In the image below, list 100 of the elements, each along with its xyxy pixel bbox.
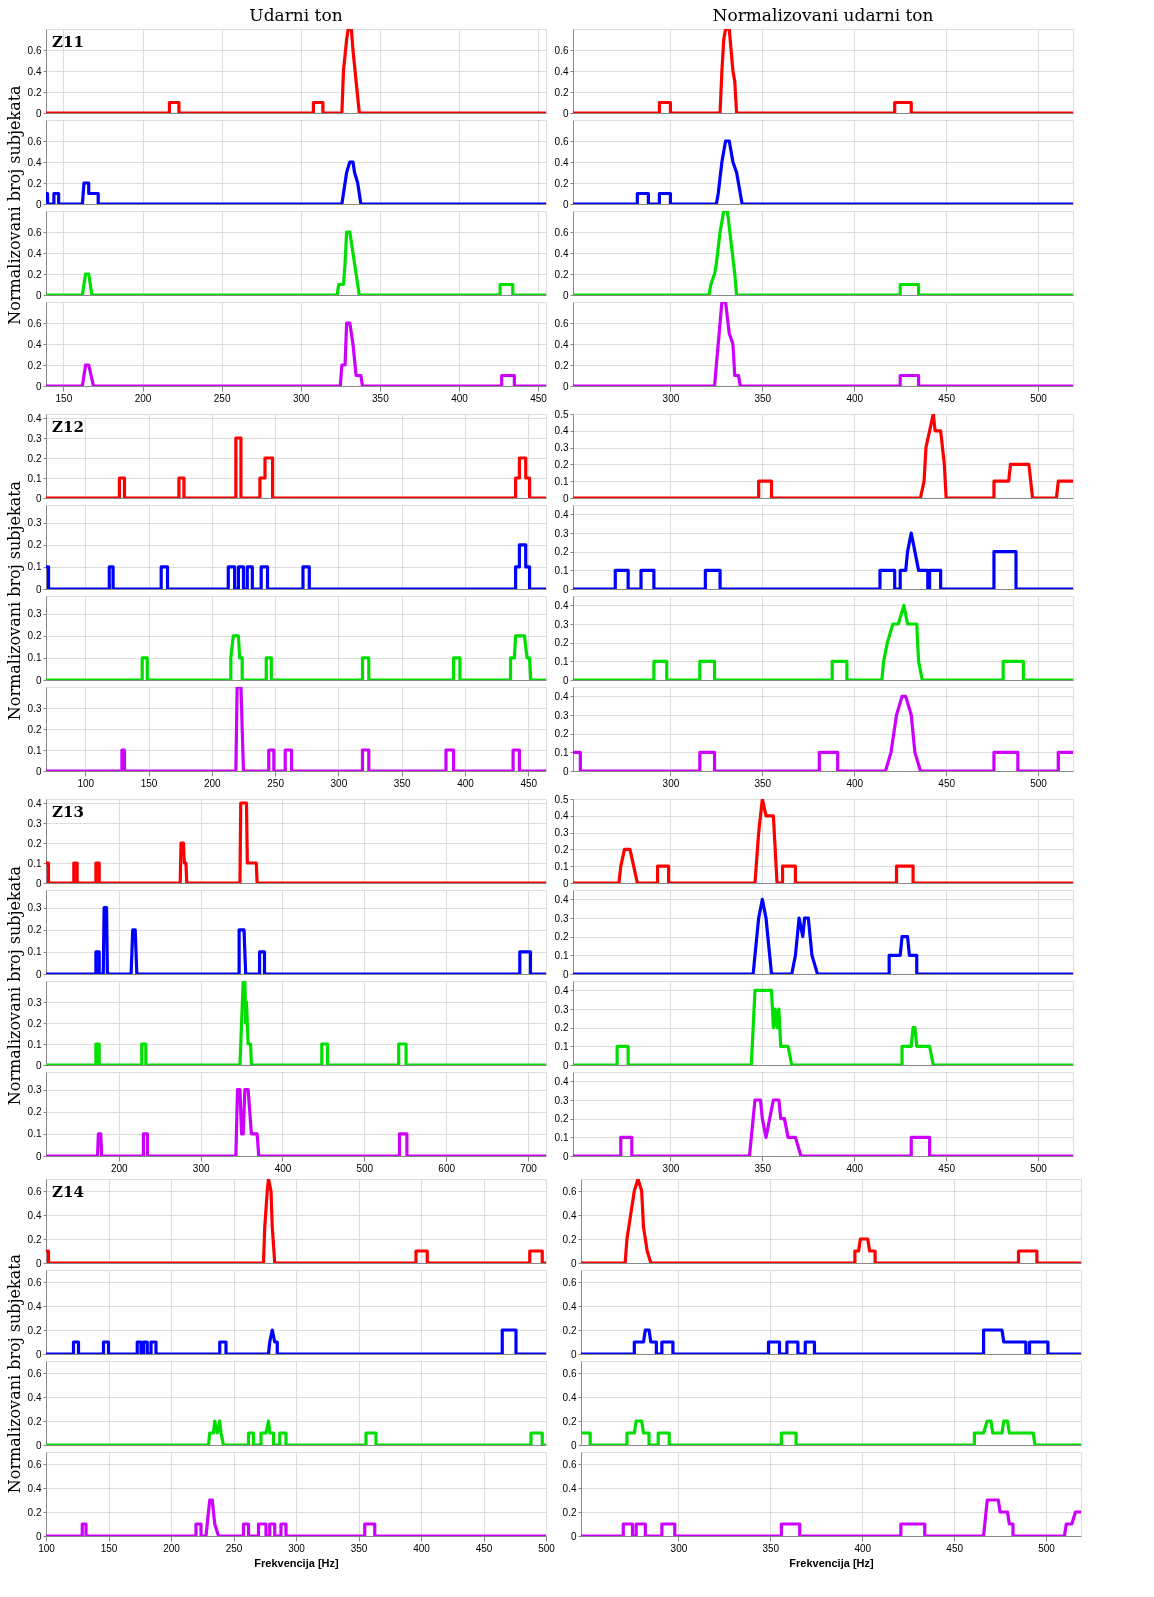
line-series xyxy=(46,29,546,113)
x-tick-label: 150 xyxy=(55,392,73,404)
y-tick-label: 0.3 xyxy=(554,442,569,454)
x-tick-label: 400 xyxy=(846,1162,864,1174)
x-tick-label: 350 xyxy=(754,1162,772,1174)
y-tick-label: 0.3 xyxy=(554,912,569,924)
y-tick-label: 0.4 xyxy=(27,338,42,350)
x-tick-label: 250 xyxy=(213,392,231,404)
y-tick-label: 0.2 xyxy=(554,86,569,98)
y-tick-label: 0 xyxy=(562,765,569,777)
x-tick-label: 350 xyxy=(754,392,772,404)
x-tick-label: 200 xyxy=(110,1162,129,1174)
y-tick-label: 0 xyxy=(35,107,42,119)
x-tick-label: 150 xyxy=(140,777,158,789)
x-axis-title: Frekvencija [Hz] xyxy=(254,1556,340,1569)
x-tick-label: 350 xyxy=(762,1542,780,1554)
y-tick-label: 0.3 xyxy=(27,517,42,529)
x-tick-label: 350 xyxy=(754,777,772,789)
y-tick-label: 0.2 xyxy=(554,546,569,558)
y-tick-label: 0.4 xyxy=(562,1209,577,1221)
y-tick-label: 0.2 xyxy=(562,1415,577,1427)
y-tick-label: 0.6 xyxy=(27,226,42,238)
x-tick-label: 500 xyxy=(1030,392,1048,404)
y-tick-label: 0.4 xyxy=(27,156,42,168)
x-tick-label: 450 xyxy=(475,1542,493,1554)
x-tick-label: 500 xyxy=(538,1542,556,1554)
y-tick-label: 0.1 xyxy=(27,744,42,756)
y-tick-label: 0 xyxy=(562,1150,569,1162)
x-tick-label: 450 xyxy=(946,1542,964,1554)
line-series xyxy=(581,1179,1081,1263)
x-tick-label: 450 xyxy=(938,777,956,789)
x-tick-label: 400 xyxy=(413,1542,431,1554)
y-tick-label: 0 xyxy=(562,674,569,686)
x-tick-label: 450 xyxy=(938,392,956,404)
y-tick-label: 0.1 xyxy=(554,655,569,667)
y-tick-label: 0.6 xyxy=(554,317,569,329)
y-tick-label: 0.3 xyxy=(554,618,569,630)
x-tick-label: 700 xyxy=(520,1162,538,1174)
x-tick-label: 100 xyxy=(77,777,95,789)
annotation: Z14 xyxy=(52,1183,84,1201)
y-tick-label: 0.6 xyxy=(27,1276,42,1288)
y-tick-label: 0 xyxy=(35,1257,42,1269)
chart-title: Udarni ton xyxy=(249,5,343,25)
y-tick-label: 0.2 xyxy=(554,637,569,649)
y-tick-label: 0.1 xyxy=(27,946,42,958)
y-tick-label: 0 xyxy=(35,877,42,889)
y-tick-label: 0.2 xyxy=(554,177,569,189)
y-tick-label: 0.4 xyxy=(554,508,569,520)
y-tick-label: 0.2 xyxy=(27,630,42,642)
y-tick-label: 0.1 xyxy=(27,857,42,869)
y-tick-label: 0.2 xyxy=(554,1022,569,1034)
y-tick-label: 0.2 xyxy=(27,452,42,464)
x-tick-label: 300 xyxy=(330,777,348,789)
y-tick-label: 0.2 xyxy=(27,177,42,189)
y-tick-label: 0.3 xyxy=(27,817,42,829)
x-tick-label: 350 xyxy=(393,777,411,789)
y-tick-label: 0.4 xyxy=(554,690,569,702)
y-tick-label: 0.2 xyxy=(562,1324,577,1336)
y-tick-label: 0 xyxy=(35,380,42,392)
y-tick-label: 0 xyxy=(570,1530,577,1542)
y-tick-label: 0.4 xyxy=(554,338,569,350)
y-tick-label: 0 xyxy=(562,1059,569,1071)
x-tick-label: 400 xyxy=(854,1542,872,1554)
x-tick-label: 300 xyxy=(192,1162,210,1174)
x-axis-title: Frekvencija [Hz] xyxy=(789,1556,875,1569)
y-tick-label: 0.2 xyxy=(554,359,569,371)
y-axis-title: Normalizovani broj subjekata xyxy=(4,1253,24,1494)
y-tick-label: 0.1 xyxy=(27,472,42,484)
x-tick-label: 300 xyxy=(670,1542,688,1554)
y-tick-label: 0 xyxy=(562,107,569,119)
y-tick-label: 0.1 xyxy=(27,1038,42,1050)
y-tick-label: 0 xyxy=(35,583,42,595)
x-tick-label: 150 xyxy=(100,1542,118,1554)
y-tick-label: 0 xyxy=(562,289,569,301)
x-tick-label: 450 xyxy=(520,777,538,789)
y-tick-label: 0.4 xyxy=(554,893,569,905)
y-tick-label: 0 xyxy=(35,289,42,301)
y-tick-label: 0.1 xyxy=(554,475,569,487)
y-tick-label: 0.2 xyxy=(27,539,42,551)
y-tick-label: 0.2 xyxy=(554,843,569,855)
y-tick-label: 0.4 xyxy=(554,65,569,77)
y-tick-label: 0.2 xyxy=(27,723,42,735)
y-tick-label: 0.5 xyxy=(554,408,569,420)
y-tick-label: 0.3 xyxy=(27,432,42,444)
y-tick-label: 0.1 xyxy=(554,1040,569,1052)
y-tick-label: 0.2 xyxy=(27,1324,42,1336)
x-tick-label: 500 xyxy=(356,1162,374,1174)
y-tick-label: 0 xyxy=(35,1530,42,1542)
y-tick-label: 0.6 xyxy=(27,44,42,56)
line-series xyxy=(46,801,546,883)
line-series xyxy=(46,1179,546,1263)
y-tick-label: 0.4 xyxy=(27,1391,42,1403)
y-tick-label: 0 xyxy=(35,674,42,686)
line-series xyxy=(573,29,1073,113)
y-tick-label: 0 xyxy=(562,380,569,392)
x-tick-label: 400 xyxy=(846,777,864,789)
y-tick-label: 0 xyxy=(35,1150,42,1162)
y-tick-label: 0.6 xyxy=(554,226,569,238)
y-tick-label: 0.3 xyxy=(27,1084,42,1096)
x-tick-label: 300 xyxy=(662,777,680,789)
